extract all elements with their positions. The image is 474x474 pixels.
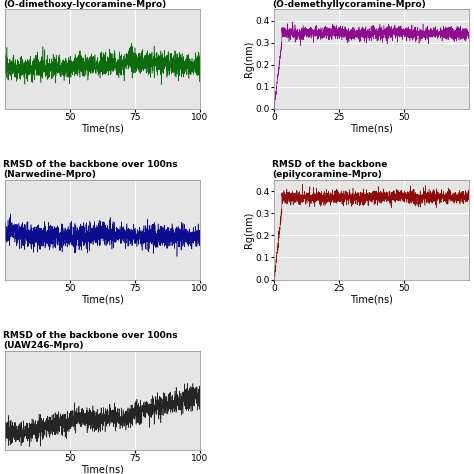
Text: RMSD of the backbone over 100ns
(UAW246-Mpro): RMSD of the backbone over 100ns (UAW246-…: [3, 331, 177, 350]
X-axis label: Time(ns): Time(ns): [81, 465, 124, 474]
Text: RMSD of the backbone over 100ns
(Narwedine-Mpro): RMSD of the backbone over 100ns (Narwedi…: [3, 160, 177, 180]
Y-axis label: Rg(nm): Rg(nm): [244, 212, 254, 248]
Y-axis label: Rg(nm): Rg(nm): [244, 41, 254, 77]
X-axis label: Time(ns): Time(ns): [350, 123, 393, 133]
Text: RMSD of the backbone over 100ns
(O-dimethoxy-lycoramine-Mpro): RMSD of the backbone over 100ns (O-dimet…: [3, 0, 177, 9]
X-axis label: Time(ns): Time(ns): [81, 123, 124, 133]
Text: RMSD of the backbone
(O-demethyllycoramine-Mpro): RMSD of the backbone (O-demethyllycorami…: [272, 0, 426, 9]
X-axis label: Time(ns): Time(ns): [350, 294, 393, 304]
Text: RMSD of the backbone
(epilycoramine-Mpro): RMSD of the backbone (epilycoramine-Mpro…: [272, 160, 388, 180]
X-axis label: Time(ns): Time(ns): [81, 294, 124, 304]
